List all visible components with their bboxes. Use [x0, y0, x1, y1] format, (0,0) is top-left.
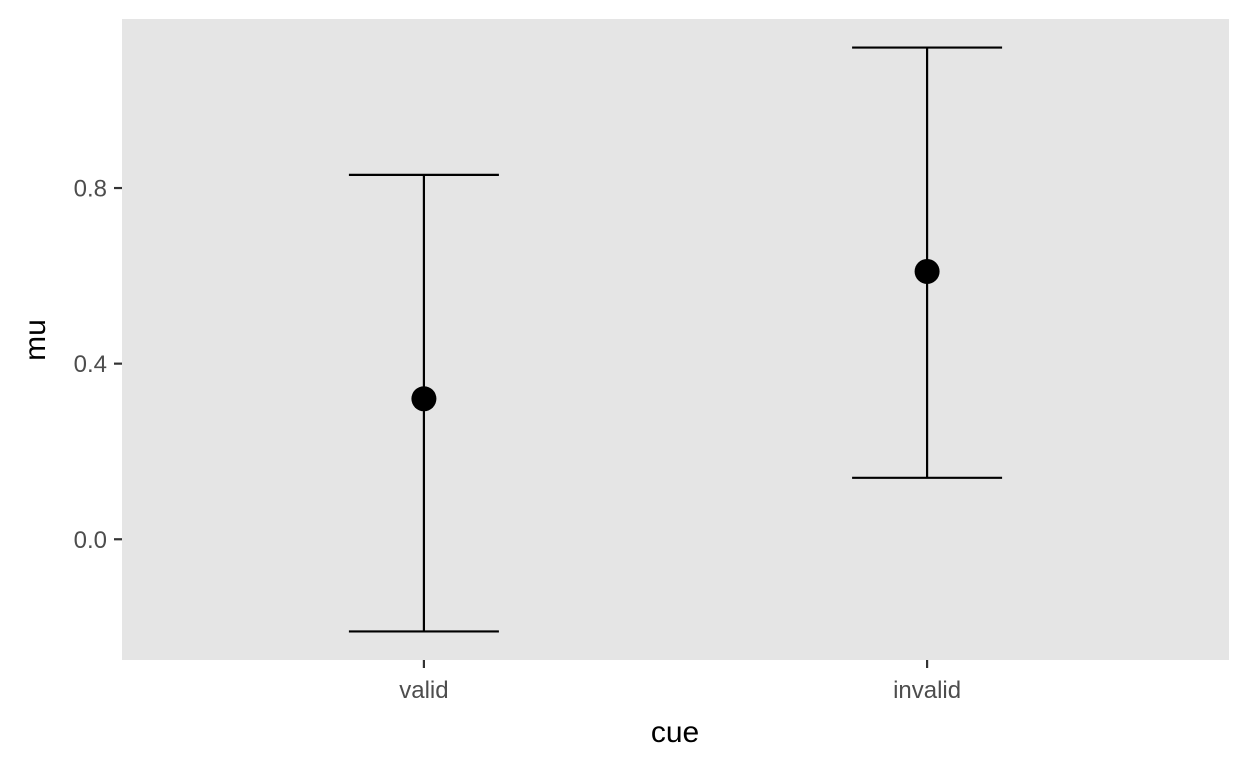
- plot-panel: [122, 19, 1229, 660]
- y-axis-title: mu: [19, 319, 52, 361]
- axes-layer: 0.0 0.4 0.8 valid invalid: [74, 176, 961, 704]
- marks-layer: [348, 46, 1003, 633]
- y-tick-label: 0.0: [74, 527, 107, 554]
- y-tick-label: 0.4: [74, 351, 107, 378]
- point-valid: [411, 386, 437, 412]
- x-tick-label: valid: [399, 677, 448, 704]
- y-tick-label: 0.8: [74, 176, 107, 203]
- x-axis-title: cue: [651, 716, 699, 749]
- point-invalid: [914, 258, 940, 284]
- x-tick-label: invalid: [893, 677, 961, 704]
